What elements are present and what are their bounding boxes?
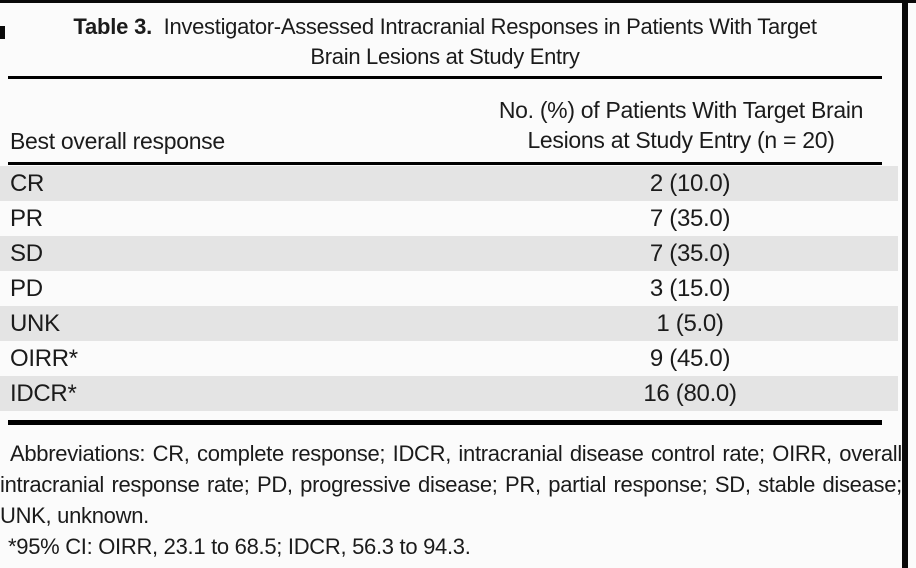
- column-header-values-line2: Lesions at Study Entry (n = 20): [527, 127, 835, 153]
- row-value: 7 (35.0): [649, 239, 731, 267]
- table-row-oirr: OIRR* 9 (45.0): [0, 341, 898, 376]
- table-row-idcr: IDCR* 16 (80.0): [0, 376, 898, 411]
- row-value: 2 (10.0): [649, 169, 731, 197]
- table-title-line1: Table 3. Investigator-Assessed Intracran…: [8, 12, 882, 42]
- row-label: CR: [10, 169, 45, 197]
- scan-artifact-mark: [0, 26, 5, 39]
- table-title-line2: Brain Lesions at Study Entry: [310, 44, 580, 69]
- column-header-response: Best overall response: [10, 128, 225, 154]
- table-row-pr: PR 7 (35.0): [0, 201, 898, 236]
- table-row-unk: UNK 1 (5.0): [0, 306, 898, 341]
- rule-under-title: [8, 76, 882, 79]
- row-value: 7 (35.0): [649, 204, 731, 232]
- table-footnotes: Abbreviations: CR, complete response; ID…: [0, 438, 902, 562]
- row-value: 16 (80.0): [643, 379, 737, 407]
- table-row-cr: CR 2 (10.0): [0, 166, 898, 201]
- table-header-row: Best overall response No. (%) of Patient…: [0, 86, 916, 160]
- row-label: SD: [10, 239, 43, 267]
- row-label: IDCR*: [10, 379, 77, 407]
- scan-right-border: [902, 0, 908, 568]
- table-row-sd: SD 7 (35.0): [0, 236, 898, 271]
- confidence-interval-note: *95% CI: OIRR, 23.1 to 68.5; IDCR, 56.3 …: [8, 534, 471, 559]
- row-label: PD: [10, 274, 43, 302]
- rule-table-bottom: [8, 420, 882, 425]
- table-row-pd: PD 3 (15.0): [0, 271, 898, 306]
- table-title: Table 3. Investigator-Assessed Intracran…: [8, 12, 882, 72]
- row-label: OIRR*: [10, 344, 78, 372]
- abbreviations-note: Abbreviations: CR, complete response; ID…: [0, 441, 902, 528]
- table-body: CR 2 (10.0) PR 7 (35.0) SD 7 (35.0) PD 3…: [0, 166, 898, 411]
- row-label: PR: [10, 204, 43, 232]
- row-value: 9 (45.0): [649, 344, 731, 372]
- row-value: 3 (15.0): [649, 274, 731, 302]
- row-label: UNK: [10, 309, 60, 337]
- table-title-text: Investigator-Assessed Intracranial Respo…: [163, 14, 817, 39]
- column-header-values-line1: No. (%) of Patients With Target Brain: [498, 97, 864, 123]
- table-number-label: Table 3.: [73, 14, 153, 39]
- column-header-values: No. (%) of Patients With Target Brain Le…: [456, 95, 906, 160]
- rule-under-header: [8, 162, 882, 165]
- scan-top-border: [0, 0, 916, 3]
- row-value: 1 (5.0): [656, 309, 724, 337]
